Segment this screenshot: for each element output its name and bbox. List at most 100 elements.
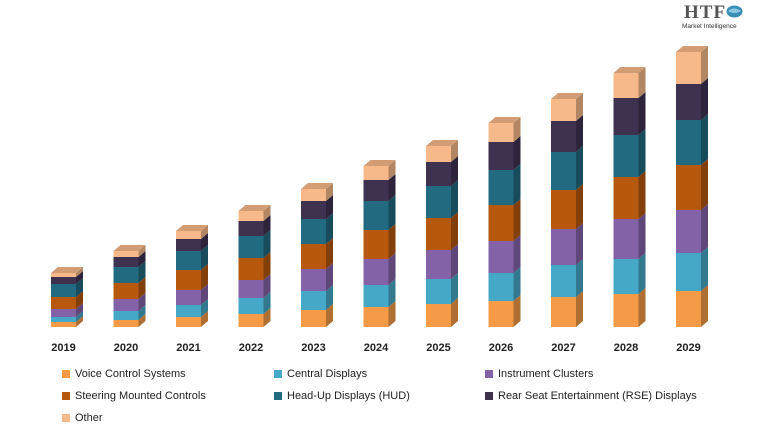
bar-segment bbox=[176, 264, 208, 290]
bar-segment bbox=[613, 253, 646, 294]
bar-front bbox=[426, 279, 451, 304]
bar-side bbox=[576, 291, 583, 327]
bar-segment bbox=[238, 205, 271, 221]
bar-2026 bbox=[488, 117, 521, 327]
bar-front bbox=[676, 165, 701, 210]
bar-side bbox=[513, 267, 521, 301]
bar-side bbox=[638, 213, 646, 259]
globe-icon bbox=[726, 5, 743, 18]
bar-segment bbox=[426, 212, 458, 250]
bar-side bbox=[701, 285, 708, 327]
bar-segment bbox=[676, 78, 708, 120]
bar-side bbox=[263, 230, 271, 258]
bar-side bbox=[326, 213, 333, 244]
bar-side bbox=[451, 273, 458, 304]
bar-segment bbox=[426, 244, 458, 279]
bar-front bbox=[551, 190, 576, 229]
bar-front bbox=[363, 180, 389, 201]
bar-segment bbox=[113, 245, 146, 257]
bar-segment bbox=[551, 223, 583, 265]
bar-side bbox=[451, 180, 458, 218]
bar-segment bbox=[551, 146, 583, 190]
bar-side bbox=[513, 199, 521, 241]
bar-side bbox=[263, 292, 271, 314]
bar-front bbox=[613, 73, 639, 98]
bar-side bbox=[76, 303, 83, 317]
bar-side bbox=[701, 114, 708, 165]
bar-front bbox=[238, 236, 264, 258]
bar-side bbox=[701, 247, 708, 291]
bar-front bbox=[301, 269, 326, 291]
bar-side bbox=[201, 264, 208, 290]
legend-item: Rear Seat Entertainment (RSE) Displays bbox=[485, 388, 735, 403]
bar-front bbox=[676, 120, 701, 165]
bar-side bbox=[263, 252, 271, 280]
bar-side bbox=[451, 244, 458, 279]
bar-top bbox=[113, 245, 146, 251]
bar-front bbox=[176, 239, 201, 251]
bar-segment bbox=[488, 117, 521, 142]
legend-swatch bbox=[274, 369, 282, 378]
bar-segment bbox=[363, 174, 396, 201]
bar-side bbox=[76, 278, 83, 297]
bar-segment bbox=[113, 305, 146, 320]
bar-side bbox=[576, 146, 583, 190]
bar-side bbox=[701, 46, 708, 84]
bar-side bbox=[388, 174, 396, 201]
bar-segment bbox=[51, 291, 83, 309]
bar-front bbox=[426, 250, 451, 279]
bar-side bbox=[138, 251, 146, 267]
legend-swatch bbox=[62, 413, 70, 422]
bar-segment bbox=[113, 314, 146, 327]
bar-segment bbox=[51, 267, 83, 277]
bar-front bbox=[551, 99, 576, 121]
bar-segment bbox=[51, 311, 83, 322]
bar-side bbox=[513, 136, 521, 170]
legend-swatch bbox=[274, 391, 282, 400]
bar-front bbox=[488, 123, 514, 142]
bar-top bbox=[51, 267, 83, 273]
bar-side bbox=[201, 284, 208, 305]
legend-label: Voice Control Systems bbox=[75, 367, 186, 380]
bar-segment bbox=[488, 267, 521, 301]
bar-segment bbox=[51, 316, 83, 327]
bar-side bbox=[263, 205, 271, 221]
bar-front bbox=[238, 314, 264, 327]
bar-segment bbox=[676, 247, 708, 291]
bar-front bbox=[426, 218, 451, 250]
x-tick-labels: 2019 2020 2021 2022 2023 2024 2025 2026 2027 2028… bbox=[51, 342, 700, 354]
bar-front bbox=[301, 291, 326, 310]
bar-segment bbox=[551, 115, 583, 152]
bar-segment bbox=[238, 215, 271, 236]
legend-swatch bbox=[62, 369, 70, 378]
x-tick-label: 2024 bbox=[364, 342, 389, 354]
bar-side bbox=[201, 311, 208, 327]
bar-segment bbox=[113, 277, 146, 299]
bar-front bbox=[113, 299, 139, 311]
legend-item: Steering Mounted Controls bbox=[62, 388, 274, 403]
bar-segment bbox=[51, 303, 83, 317]
bar-front bbox=[176, 317, 201, 327]
bar-segment bbox=[363, 160, 396, 180]
bar-front bbox=[113, 311, 139, 320]
bar-front bbox=[676, 253, 701, 291]
bar-segment bbox=[301, 213, 333, 244]
bar-side bbox=[638, 129, 646, 177]
bar-top bbox=[676, 46, 708, 52]
bar-side bbox=[388, 224, 396, 259]
bar-side bbox=[451, 140, 458, 162]
bar-side bbox=[138, 314, 146, 327]
bar-segment bbox=[613, 67, 646, 98]
bar-2028 bbox=[613, 67, 646, 327]
bar-segment bbox=[613, 129, 646, 177]
bar-side bbox=[201, 225, 208, 239]
bar-segment bbox=[238, 252, 271, 280]
bar-front bbox=[488, 142, 514, 170]
bar-top bbox=[613, 67, 646, 73]
x-tick-label: 2023 bbox=[301, 342, 325, 354]
legend-label: Central Displays bbox=[287, 367, 368, 380]
bar-segment bbox=[488, 199, 521, 241]
bar-front bbox=[613, 219, 639, 259]
bar-front bbox=[551, 265, 576, 297]
bar-front bbox=[238, 258, 264, 280]
